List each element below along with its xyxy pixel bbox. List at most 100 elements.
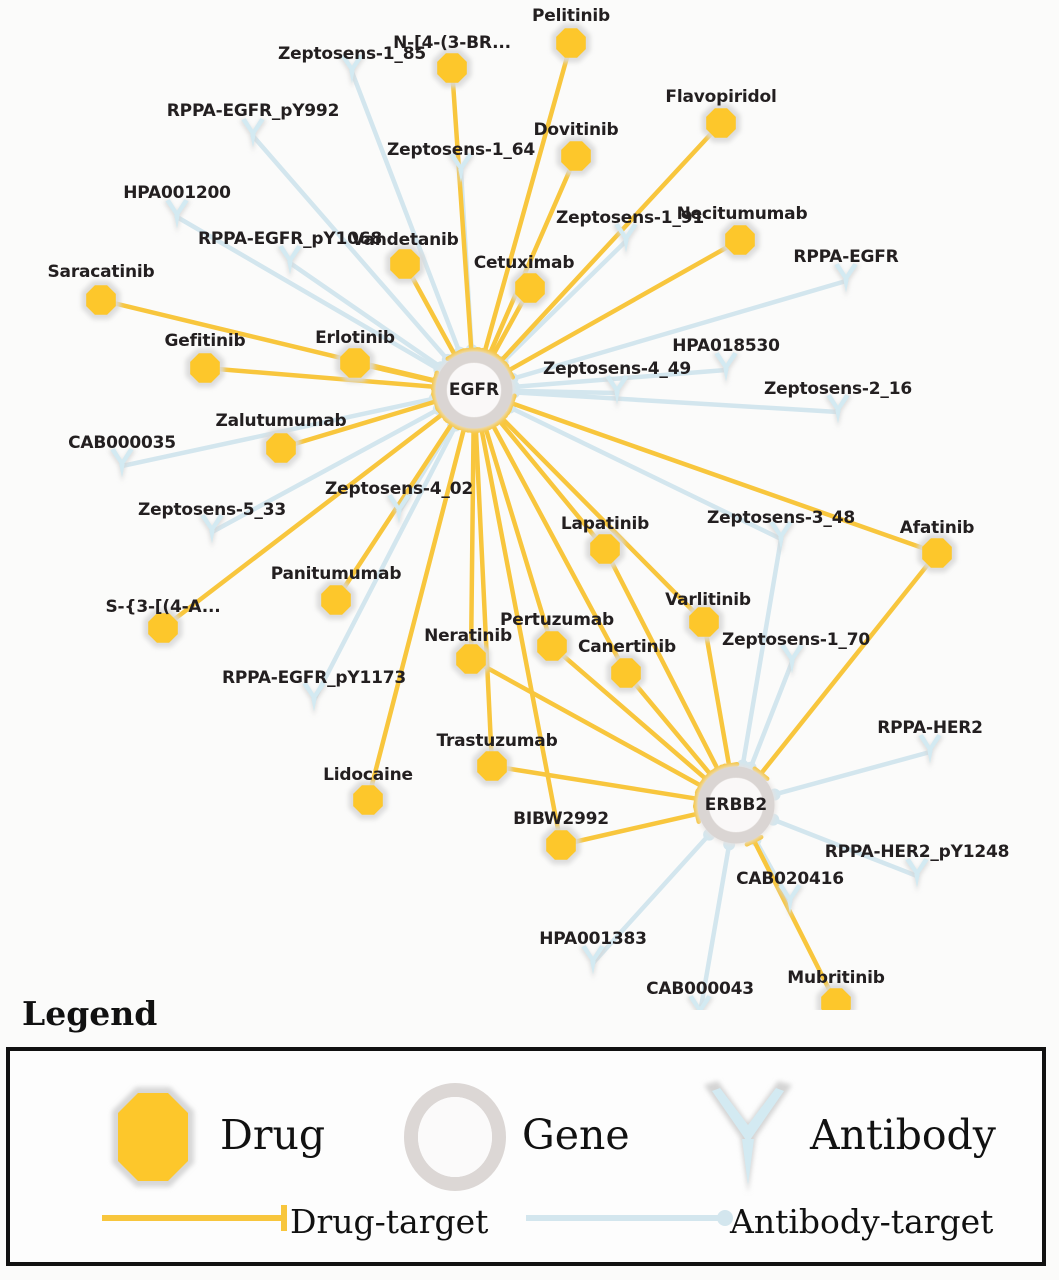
drug-node[interactable]: [335, 343, 375, 383]
drug-node[interactable]: [917, 533, 957, 573]
antibody-target-edge: [511, 367, 729, 390]
drug-label: Cetuximab: [473, 253, 575, 273]
antibody-node[interactable]: [712, 352, 740, 387]
drug-label: Zalutumumab: [215, 411, 347, 431]
drug-node[interactable]: [551, 23, 591, 63]
gene-node[interactable]: [434, 350, 514, 430]
drug-label: Gefitinib: [164, 331, 246, 351]
antibody-label: Zeptosens-1_91: [556, 208, 704, 228]
drug-target-edge: [483, 426, 555, 649]
antibody-node[interactable]: [612, 223, 640, 258]
drug-target-edge: [278, 399, 438, 451]
drug-node[interactable]: [261, 428, 301, 468]
antibody-node[interactable]: [778, 644, 806, 679]
antibody-node[interactable]: [903, 858, 931, 893]
drug-node[interactable]: [143, 608, 183, 648]
antibody-glyph: [778, 884, 802, 914]
drug-node[interactable]: [472, 746, 512, 786]
drug-nodes[interactable]: [81, 23, 957, 1010]
drug-node[interactable]: [684, 602, 724, 642]
drug-node[interactable]: [585, 529, 625, 569]
antibody-node[interactable]: [686, 995, 714, 1010]
drug-node[interactable]: [385, 244, 425, 284]
antibody-node[interactable]: [824, 394, 852, 429]
antibody-target-edge: [740, 536, 784, 768]
antibody-node[interactable]: [579, 945, 607, 980]
gene-ring: [435, 351, 513, 429]
drug-node[interactable]: [81, 280, 121, 320]
antibody-label: RPPA-EGFR: [793, 247, 899, 267]
drug-edge-terminus: [430, 371, 440, 392]
drug-node[interactable]: [510, 268, 550, 308]
antibody-node[interactable]: [239, 118, 267, 153]
antibody-glyph: [302, 682, 326, 712]
gene-node[interactable]: [696, 765, 776, 845]
antibody-node[interactable]: [163, 199, 191, 234]
antibody-glyph: [918, 734, 942, 764]
drug-glyph: [546, 830, 576, 860]
drug-label: N-[4-(3-BR...: [393, 33, 511, 53]
drug-label: Afatinib: [899, 518, 975, 538]
antibody-target-edge: [349, 69, 462, 355]
drug-node[interactable]: [720, 220, 760, 260]
antibody-glyph: [581, 945, 605, 975]
drug-target-edge: [468, 656, 704, 788]
drug-target-edge: [487, 153, 579, 356]
drug-label: Necitumumab: [676, 204, 808, 224]
drug-glyph: [725, 225, 755, 255]
legend-antibody-edge-label: Antibody-target: [730, 1202, 994, 1241]
drug-glyph: [390, 249, 420, 279]
drug-label: Mubritinib: [787, 968, 885, 988]
drug-node[interactable]: [316, 580, 356, 620]
antibody-node[interactable]: [276, 245, 304, 280]
drug-target-edge: [160, 412, 445, 631]
antibody-label: RPPA-EGFR_pY992: [166, 101, 340, 121]
drug-label: Trastuzumab: [436, 731, 558, 751]
drug-target-edge: [602, 546, 721, 772]
antibody-glyph: [278, 245, 302, 275]
legend-box: Drug Gene Antibody Drug-target Antibody-…: [6, 1047, 1046, 1266]
drug-node[interactable]: [701, 103, 741, 143]
drug-edge-terminus: [453, 424, 474, 433]
drug-label: Erlotinib: [315, 328, 395, 348]
drug-node[interactable]: [606, 653, 646, 693]
drug-node[interactable]: [348, 780, 388, 820]
drug-glyph: [556, 28, 586, 58]
antibody-node[interactable]: [108, 448, 136, 483]
antibody-node[interactable]: [338, 54, 366, 89]
drug-target-edge: [473, 427, 495, 769]
drug-node[interactable]: [541, 825, 581, 865]
gene-core: [447, 363, 501, 417]
antibody-node[interactable]: [832, 263, 860, 298]
network-canvas[interactable]: [0, 0, 1059, 1010]
drug-edge-terminus: [752, 766, 770, 781]
drug-node[interactable]: [451, 639, 491, 679]
drug-glyph: [922, 538, 952, 568]
drug-node[interactable]: [185, 348, 225, 388]
antibody-node[interactable]: [447, 153, 475, 188]
drug-node[interactable]: [816, 983, 856, 1010]
antibody-nodes[interactable]: [108, 54, 944, 1010]
antibody-node[interactable]: [916, 734, 944, 769]
antibody-node[interactable]: [198, 514, 226, 549]
drug-edge-terminus: [744, 834, 764, 847]
antibody-node[interactable]: [767, 521, 795, 556]
drug-label: Panitumumab: [270, 564, 402, 584]
drug-node[interactable]: [556, 136, 596, 176]
gene-nodes[interactable]: [434, 350, 776, 845]
antibody-node[interactable]: [385, 494, 413, 529]
antibody-node[interactable]: [603, 375, 631, 410]
gene-label: ERBB2: [704, 795, 768, 815]
drug-node[interactable]: [532, 626, 572, 666]
antibody-glyph: [110, 448, 134, 478]
antibody-target-edge: [209, 406, 442, 535]
drug-node[interactable]: [432, 48, 472, 88]
legend-drug-edge-label: Drug-target: [290, 1202, 489, 1241]
antibody-target-edge: [311, 423, 458, 703]
antibody-node[interactable]: [776, 884, 804, 919]
gene-label: EGFR: [448, 380, 500, 400]
legend-drug-label: Drug: [220, 1111, 326, 1159]
antibody-label: Zeptosens-1_64: [387, 140, 535, 160]
antibody-node[interactable]: [300, 682, 328, 717]
drug-target-edge: [758, 550, 940, 776]
